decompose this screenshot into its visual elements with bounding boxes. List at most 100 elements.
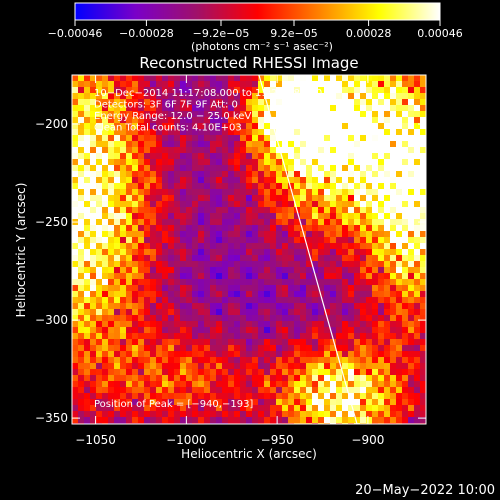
- heatmap-cell: [222, 135, 229, 142]
- heatmap-cell: [84, 165, 91, 172]
- heatmap-cell: [234, 345, 241, 352]
- heatmap-cell: [414, 411, 421, 418]
- heatmap-cell: [114, 309, 121, 316]
- heatmap-cell: [120, 321, 127, 328]
- heatmap-cell: [372, 267, 379, 274]
- heatmap-cell: [108, 231, 115, 238]
- heatmap-cell: [342, 411, 349, 418]
- heatmap-cell: [372, 411, 379, 418]
- heatmap-cell: [390, 147, 397, 154]
- heatmap-cell: [168, 183, 175, 190]
- heatmap-cell: [210, 255, 217, 262]
- heatmap-cell: [360, 135, 367, 142]
- heatmap-cell: [276, 381, 283, 388]
- heatmap-cell: [192, 141, 199, 148]
- heatmap-cell: [306, 375, 313, 382]
- heatmap-cell: [234, 207, 241, 214]
- heatmap-cell: [258, 381, 265, 388]
- heatmap-cell: [240, 195, 247, 202]
- heatmap-cell: [192, 243, 199, 250]
- heatmap-cell: [240, 273, 247, 280]
- heatmap-cell: [324, 99, 331, 106]
- heatmap-cell: [354, 159, 361, 166]
- heatmap-cell: [294, 327, 301, 334]
- heatmap-cell: [156, 219, 163, 226]
- heatmap-cell: [234, 117, 241, 124]
- heatmap-cell: [120, 219, 127, 226]
- heatmap-cell: [414, 207, 421, 214]
- heatmap-cell: [396, 411, 403, 418]
- heatmap-cell: [246, 201, 253, 208]
- heatmap-cell: [198, 387, 205, 394]
- heatmap-cell: [288, 93, 295, 100]
- heatmap-cell: [420, 165, 426, 172]
- heatmap-cell: [90, 309, 97, 316]
- heatmap-cell: [378, 351, 385, 358]
- heatmap-cell: [114, 75, 121, 82]
- heatmap-cell: [420, 249, 426, 256]
- heatmap-cell: [240, 285, 247, 292]
- heatmap-cell: [126, 363, 133, 370]
- heatmap-cell: [168, 417, 175, 424]
- heatmap-cell: [264, 177, 271, 184]
- heatmap-cell: [312, 99, 319, 106]
- heatmap-cell: [96, 273, 103, 280]
- heatmap-cell: [252, 237, 259, 244]
- heatmap-cell: [210, 315, 217, 322]
- heatmap-cell: [216, 93, 223, 100]
- heatmap-cell: [138, 267, 145, 274]
- heatmap-cell: [198, 117, 205, 124]
- heatmap-cell: [240, 111, 247, 118]
- heatmap-cell: [396, 417, 403, 424]
- heatmap-cell: [276, 153, 283, 160]
- heatmap-cell: [318, 321, 325, 328]
- heatmap-cell: [204, 303, 211, 310]
- heatmap-cell: [138, 303, 145, 310]
- heatmap-cell: [156, 117, 163, 124]
- heatmap-cell: [330, 213, 337, 220]
- heatmap-cell: [192, 117, 199, 124]
- heatmap-cell: [120, 177, 127, 184]
- heatmap-cell: [228, 213, 235, 220]
- heatmap-cell: [180, 105, 187, 112]
- heatmap-cell: [384, 381, 391, 388]
- heatmap-cell: [246, 291, 253, 298]
- heatmap-cell: [180, 267, 187, 274]
- heatmap-cell: [264, 135, 271, 142]
- heatmap-cell: [150, 129, 157, 136]
- heatmap-cell: [378, 267, 385, 274]
- heatmap-cell: [210, 273, 217, 280]
- heatmap-cell: [96, 117, 103, 124]
- heatmap-cell: [120, 399, 127, 406]
- heatmap-cell: [168, 255, 175, 262]
- heatmap-cell: [234, 183, 241, 190]
- heatmap-cell: [102, 273, 109, 280]
- heatmap-cell: [240, 261, 247, 268]
- heatmap-cell: [186, 255, 193, 262]
- heatmap-cell: [120, 351, 127, 358]
- heatmap-cell: [102, 279, 109, 286]
- heatmap-cell: [96, 303, 103, 310]
- heatmap-cell: [294, 387, 301, 394]
- heatmap-cell: [90, 147, 97, 154]
- heatmap-cell: [240, 183, 247, 190]
- heatmap-cell: [360, 249, 367, 256]
- heatmap-cell: [168, 153, 175, 160]
- heatmap-cell: [102, 399, 109, 406]
- heatmap-cell: [132, 393, 139, 400]
- heatmap-cell: [270, 141, 277, 148]
- heatmap-cell: [306, 351, 313, 358]
- heatmap-cell: [282, 387, 289, 394]
- heatmap-cell: [216, 171, 223, 178]
- heatmap-cell: [234, 285, 241, 292]
- heatmap-cell: [72, 327, 79, 334]
- heatmap-cell: [318, 171, 325, 178]
- heatmap-cell: [108, 369, 115, 376]
- heatmap-cell: [288, 177, 295, 184]
- heatmap-cell: [330, 291, 337, 298]
- heatmap-cell: [138, 159, 145, 166]
- heatmap-cell: [150, 357, 157, 364]
- heatmap-cell: [252, 327, 259, 334]
- heatmap-cell: [408, 399, 415, 406]
- heatmap-cell: [90, 231, 97, 238]
